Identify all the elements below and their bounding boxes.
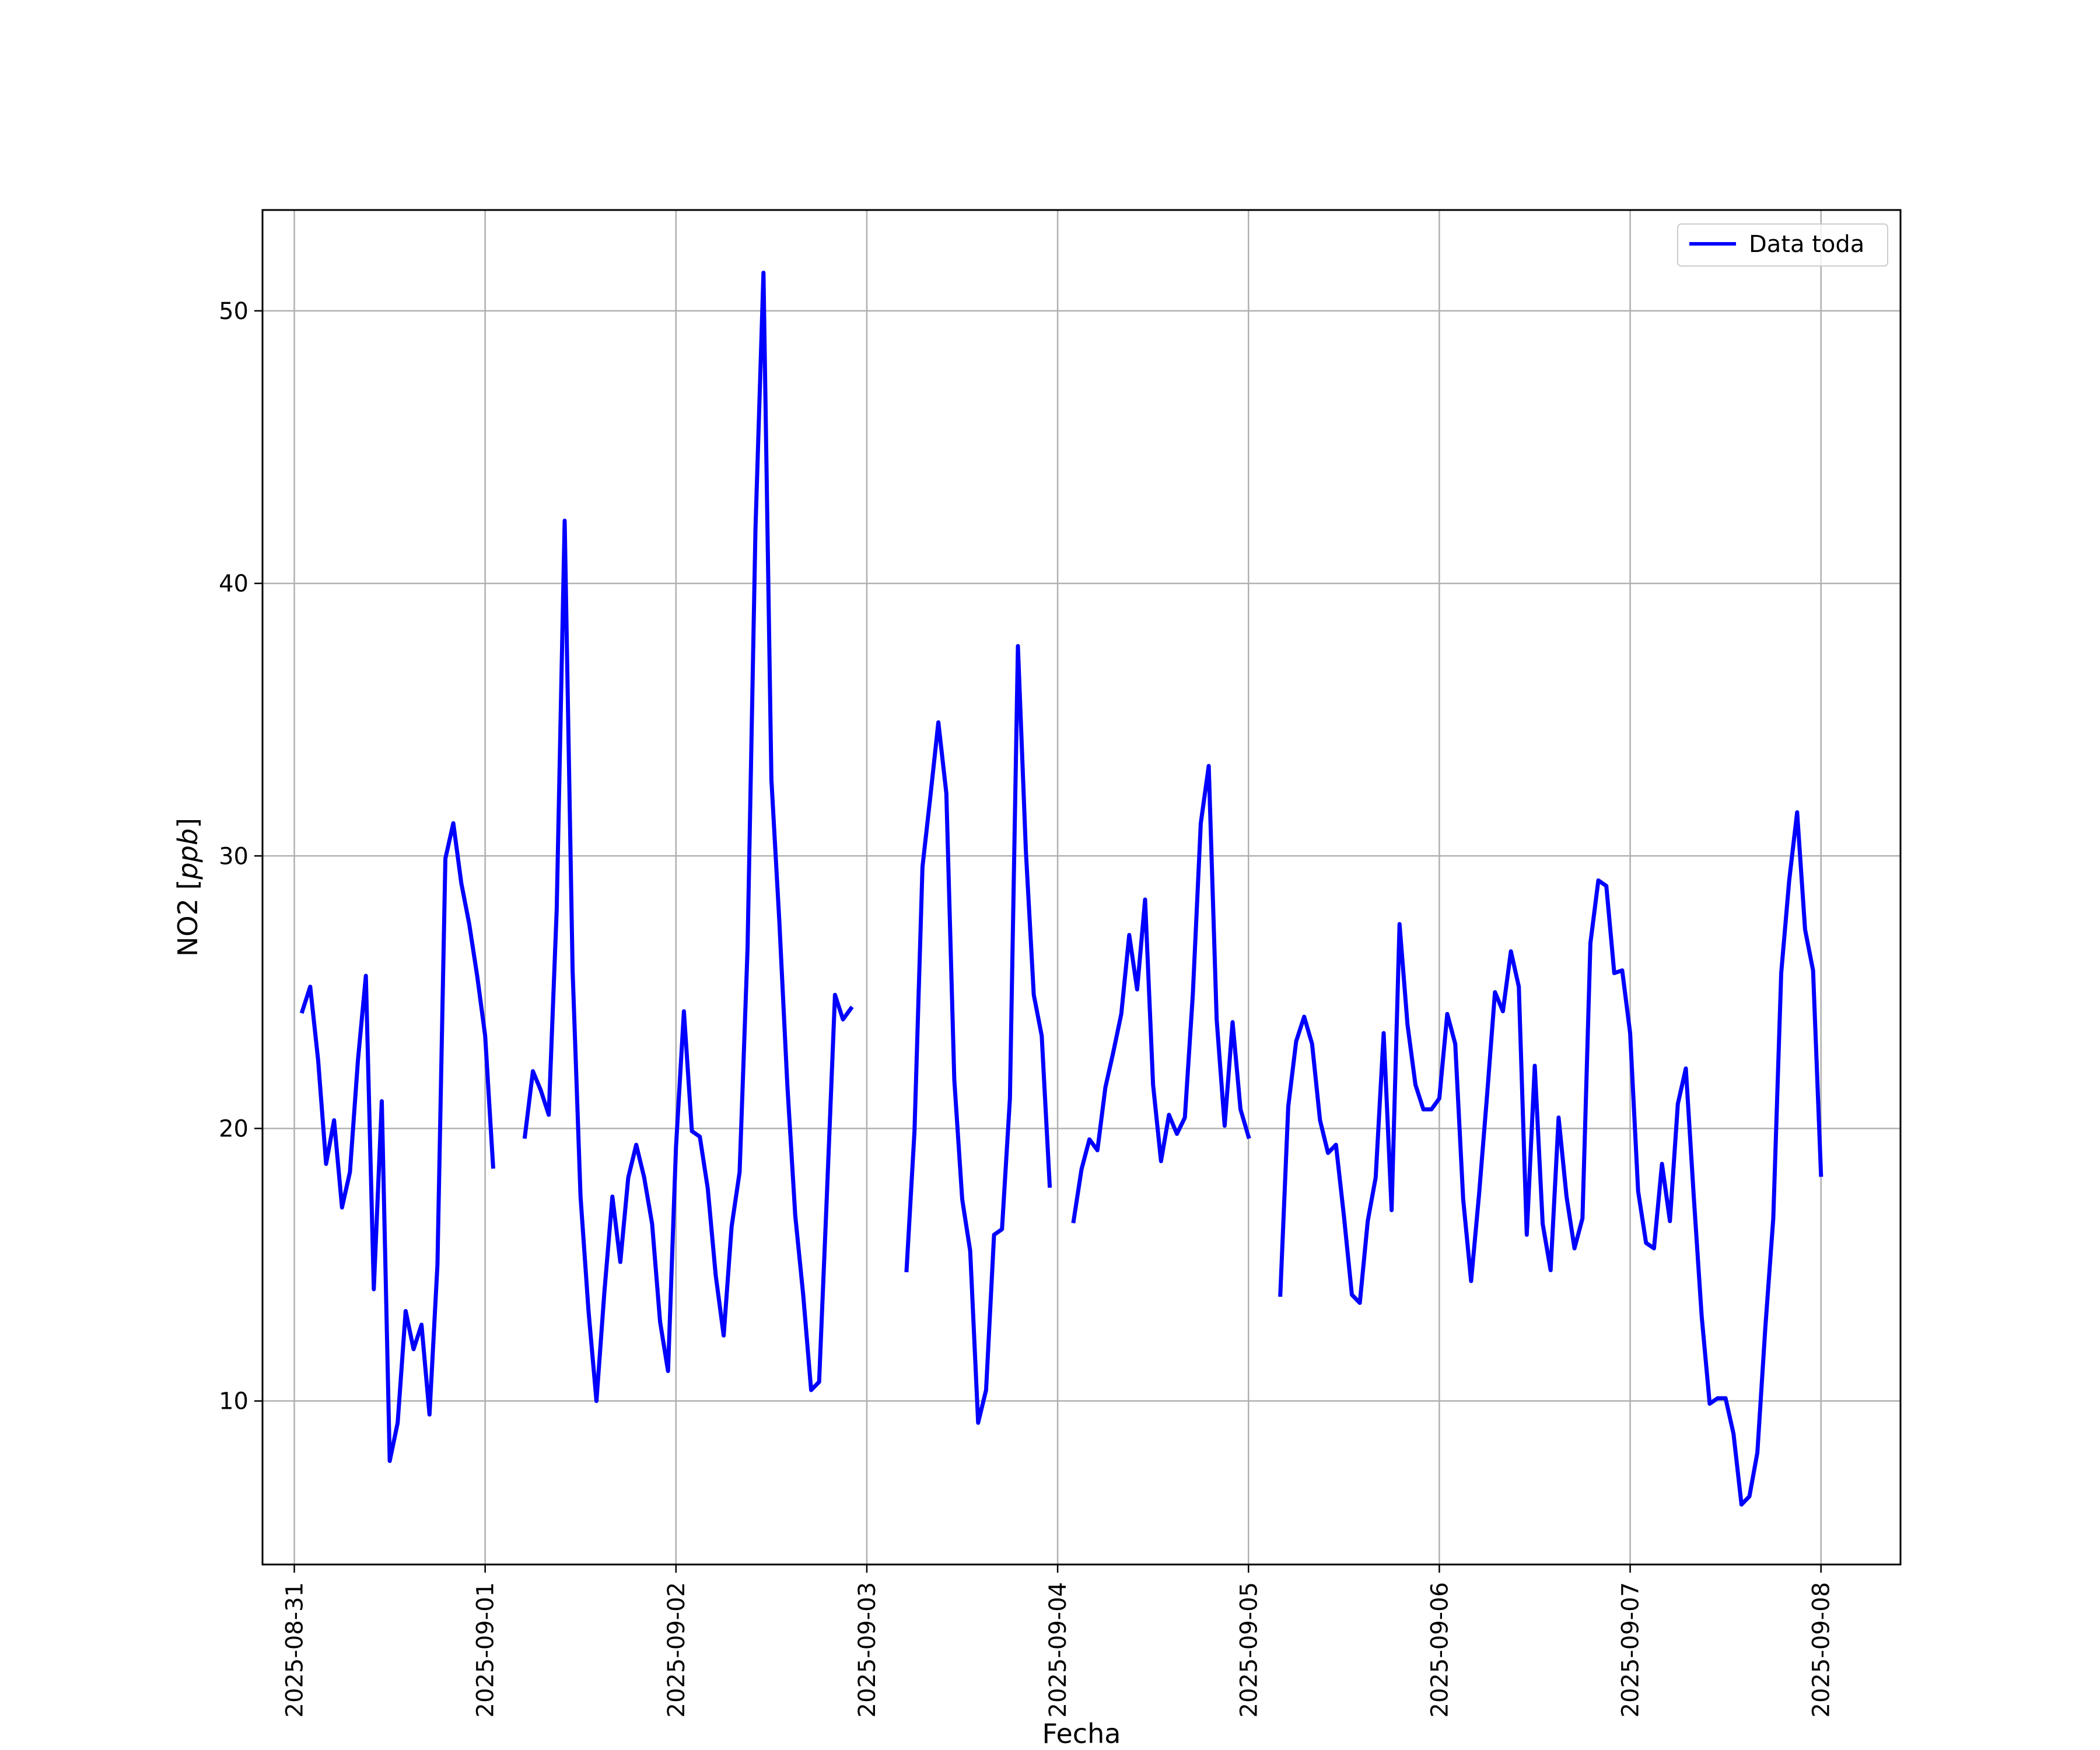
series-line-segment [1071,764,1251,1224]
y-tick-label: 10 [219,1388,249,1415]
x-tick-label: 2025-09-03 [854,1582,881,1717]
x-axis-ticks: 2025-08-31 2025-09-01 2025-09-02 2025-09-03… [282,1564,1835,1717]
x-tick-label: 2025-09-08 [1808,1582,1835,1717]
x-tick-label: 2025-09-04 [1045,1582,1072,1717]
x-tick-label: 2025-09-01 [473,1582,499,1717]
legend-entry-label: Data toda [1749,231,1864,258]
series-line-segment [522,271,854,1404]
series-line-segment [299,821,496,1463]
grid-lines [262,210,1901,1564]
y-tick-label: 40 [219,570,249,597]
x-tick-label: 2025-09-07 [1618,1582,1644,1717]
y-tick-label: 50 [219,298,249,325]
data-series-line [299,271,1824,1507]
x-tick-label: 2025-09-05 [1236,1582,1262,1717]
plot-area-frame [261,209,1902,1566]
y-axis-ticks: 10 20 30 40 50 [219,298,262,1415]
y-tick-label: 30 [219,843,249,870]
y-axis-label-suffix: ] [172,818,204,828]
y-tick-label: 20 [219,1115,249,1142]
x-tick-label: 2025-08-31 [282,1582,309,1717]
x-tick-label: 2025-09-02 [663,1582,690,1717]
x-tick-label: 2025-09-06 [1426,1582,1453,1717]
y-axis-label: NO2 [ppb] [172,818,204,957]
series-line-segment [1278,810,1824,1507]
y-axis-label-prefix: NO2 [ [172,880,204,957]
x-axis-label: Fecha [1042,1718,1121,1749]
series-line-segment [904,644,1052,1425]
y-axis-label-unit: ppb [172,828,204,880]
legend: Data toda [1677,223,1888,267]
legend-box [1677,223,1888,267]
